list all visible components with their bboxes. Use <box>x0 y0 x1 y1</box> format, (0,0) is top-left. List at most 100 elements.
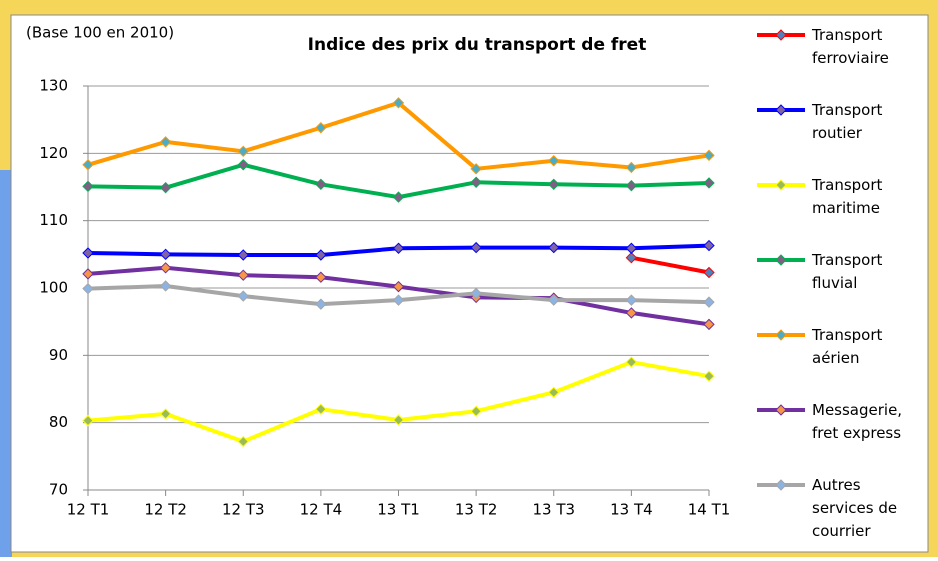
data-point <box>548 294 560 306</box>
data-point <box>392 294 405 306</box>
data-point <box>237 269 249 281</box>
data-point <box>470 176 482 188</box>
data-point <box>82 180 94 193</box>
data-point <box>703 370 715 382</box>
data-point <box>548 178 560 191</box>
data-point <box>315 178 327 191</box>
legend-line-text: maritime <box>812 199 880 217</box>
data-point <box>159 262 172 274</box>
legend-line-text: Transport <box>811 251 887 269</box>
data-point <box>159 408 172 420</box>
series-line <box>631 255 710 275</box>
legend-line-text: Transport <box>811 26 887 44</box>
data-point <box>392 280 405 293</box>
data-point <box>392 191 405 203</box>
data-point <box>237 290 249 302</box>
legend-marker <box>775 479 787 491</box>
x-tick-label: 12 T3 <box>222 501 265 519</box>
data-point <box>548 155 560 167</box>
legend-line-text: ferroviaire <box>812 49 889 67</box>
data-point <box>703 177 715 189</box>
data-point <box>703 296 715 308</box>
data-point <box>159 248 172 261</box>
x-tick-label: 13 T2 <box>455 501 498 519</box>
data-point <box>159 181 172 194</box>
data-point <box>315 122 327 134</box>
legend-label: Transport fluvial <box>811 251 887 292</box>
data-point <box>237 145 249 158</box>
y-tick-label: 90 <box>49 346 68 364</box>
data-point <box>82 247 94 259</box>
data-point <box>703 266 715 279</box>
legend-label: Transport ferroviaire <box>811 26 889 67</box>
legend-marker <box>775 404 787 416</box>
data-point <box>315 403 327 415</box>
x-tick-label: 13 T1 <box>377 501 420 519</box>
legend-marker <box>775 329 787 341</box>
legend-line-text: Transport <box>811 101 887 119</box>
data-point <box>548 386 560 399</box>
legend-label: Messagerie, fret express <box>812 401 907 442</box>
data-point <box>315 271 327 283</box>
data-point <box>470 287 482 300</box>
legend-label: Autres services de courrier <box>812 476 902 540</box>
x-tick-label: 14 T1 <box>688 501 731 519</box>
legend-line-text: services de <box>812 499 902 517</box>
data-point <box>159 280 172 292</box>
data-point <box>82 414 94 427</box>
data-point <box>392 242 405 254</box>
data-point <box>703 149 715 162</box>
y-tick-label: 110 <box>39 211 68 229</box>
legend-line-text: fret express <box>812 424 901 442</box>
y-tick-label: 130 <box>39 77 68 95</box>
data-point <box>82 159 94 171</box>
data-point <box>392 97 405 109</box>
data-point <box>625 251 638 264</box>
x-tick-label: 12 T4 <box>300 501 343 519</box>
data-point <box>703 239 715 252</box>
chart-subtitle: (Base 100 en 2010) <box>26 24 174 42</box>
data-point <box>625 242 638 254</box>
y-tick-label: 120 <box>39 144 68 162</box>
legend-line-text: routier <box>812 124 863 142</box>
legend-marker <box>775 179 787 191</box>
data-point <box>237 159 249 171</box>
legend-line-text: courrier <box>812 522 871 540</box>
data-point <box>392 414 405 426</box>
side-band <box>0 170 12 557</box>
data-point <box>237 435 249 448</box>
legend-line-text: Messagerie, <box>812 401 907 419</box>
legend-line-text: Transport <box>811 326 887 344</box>
chart-title: Indice des prix du transport de fret <box>308 35 647 55</box>
x-tick-label: 12 T1 <box>67 501 110 519</box>
data-point <box>159 136 172 148</box>
data-point <box>470 405 482 417</box>
data-point <box>82 282 94 295</box>
legend-marker <box>775 254 787 266</box>
chart-area <box>10 14 929 553</box>
legend-line-text: aérien <box>812 349 860 367</box>
data-point <box>548 241 560 254</box>
legend-label: Transport aérien <box>811 326 887 367</box>
data-point <box>315 298 327 310</box>
y-tick-label: 80 <box>49 413 68 431</box>
data-point <box>625 179 638 192</box>
data-point <box>470 241 482 254</box>
legend-label: Transport routier <box>811 101 887 142</box>
legend-marker <box>775 104 787 116</box>
data-point <box>237 249 249 261</box>
x-tick-label: 13 T3 <box>532 501 575 519</box>
data-point <box>470 163 482 175</box>
data-point <box>625 307 638 319</box>
data-point <box>625 356 638 368</box>
y-tick-label: 70 <box>49 481 68 499</box>
legend-line-text: Transport <box>811 176 887 194</box>
data-point <box>315 249 327 261</box>
x-tick-label: 13 T4 <box>610 501 653 519</box>
legend-line-text: fluvial <box>812 274 857 292</box>
data-point <box>625 161 638 174</box>
data-point <box>82 268 94 280</box>
data-point <box>625 294 638 306</box>
legend-line-text: Autres <box>812 476 865 494</box>
